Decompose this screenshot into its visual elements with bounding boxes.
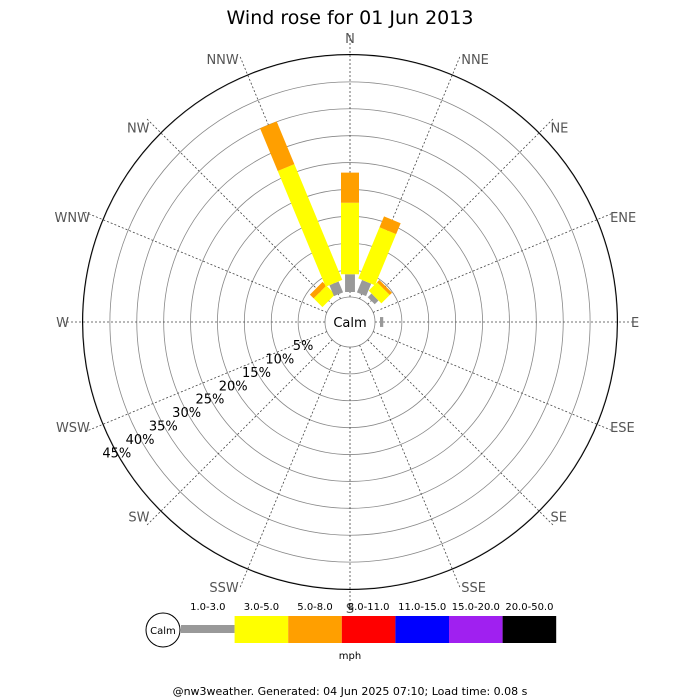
spoke-sse xyxy=(359,344,461,590)
spoke-wsw xyxy=(82,331,328,433)
spoke-ne xyxy=(367,117,555,305)
legend-label-5.0-8.0: 5.0-8.0 xyxy=(297,602,332,613)
grid-ring xyxy=(190,162,510,482)
legend-calm-label: Calm xyxy=(150,626,176,637)
legend-label-11.0-15.0: 11.0-15.0 xyxy=(398,602,446,613)
direction-label-ene: ENE xyxy=(610,211,636,226)
percent-labels: 5%10%15%20%25%30%35%40%45% xyxy=(102,339,313,462)
direction-label-s: S xyxy=(346,602,354,617)
bar-nnw-1.0-3.0 xyxy=(329,281,344,297)
percent-label: 25% xyxy=(195,393,224,408)
spoke-se xyxy=(367,339,555,527)
chart-title: Wind rose for 01 Jun 2013 xyxy=(227,7,474,29)
bar-nne-1.0-3.0 xyxy=(356,279,372,297)
direction-label-e: E xyxy=(631,316,639,331)
direction-label-ese: ESE xyxy=(610,421,635,436)
percent-label: 35% xyxy=(149,420,178,435)
bar-n-3.0-5.0 xyxy=(341,202,359,275)
direction-label-sw: SW xyxy=(128,510,149,525)
legend-swatch-11.0-15.0 xyxy=(395,616,449,643)
direction-label-nnw: NNW xyxy=(206,53,238,68)
direction-label-wsw: WSW xyxy=(56,421,90,436)
direction-label-n: N xyxy=(345,32,355,47)
spoke-wnw xyxy=(82,211,328,313)
legend-units: mph xyxy=(339,651,361,662)
calm-circle xyxy=(326,298,374,346)
spoke-sw xyxy=(145,339,333,527)
direction-spokes xyxy=(61,33,639,611)
bar-n-1.0-3.0 xyxy=(345,274,355,292)
spoke-nw xyxy=(145,117,333,305)
calm-label: Calm xyxy=(333,316,366,331)
direction-label-ne: NE xyxy=(550,122,568,137)
bar-nw-5.0-8.0 xyxy=(309,281,327,299)
legend-label-3.0-5.0: 3.0-5.0 xyxy=(244,602,279,613)
legend-label-20.0-50.0: 20.0-50.0 xyxy=(505,602,553,613)
direction-label-nne: NNE xyxy=(461,53,489,68)
direction-label-w: W xyxy=(56,316,69,331)
percent-label: 40% xyxy=(126,433,155,448)
footer-text: @nw3weather. Generated: 04 Jun 2025 07:1… xyxy=(173,685,528,698)
percent-label: 20% xyxy=(219,379,248,394)
bar-ne-1.0-3.0 xyxy=(367,293,379,305)
speed-legend: Calm mph 1.0-3.0 3.0-5.0 5.0-8.0 8.0-11.0 11… xyxy=(145,602,557,662)
percent-label: 45% xyxy=(102,447,131,462)
percent-label: 10% xyxy=(265,352,294,367)
bar-nnw-5.0-8.0 xyxy=(260,121,295,172)
legend-swatch-8.0-11.0 xyxy=(341,616,396,643)
legend-swatch-15.0-20.0 xyxy=(449,616,503,643)
bar-nne-5.0-8.0 xyxy=(379,216,401,235)
legend-label-1.0-3.0: 1.0-3.0 xyxy=(190,602,225,613)
outer-ring xyxy=(82,54,618,590)
legend-swatch-3.0-5.0 xyxy=(234,616,289,643)
spoke-ene xyxy=(372,211,618,313)
percent-label: 5% xyxy=(293,339,314,354)
direction-labels: N NNE NE ENE E ESE SE SSE S SSW SW WSW W WNW NW NNW xyxy=(54,32,639,617)
direction-label-nw: NW xyxy=(127,122,150,137)
percent-label: 30% xyxy=(172,406,201,421)
direction-label-ssw: SSW xyxy=(209,581,239,596)
bar-nne-3.0-5.0 xyxy=(358,227,397,286)
spoke-ssw xyxy=(239,344,341,590)
direction-label-se: SE xyxy=(550,510,566,525)
bar-nnw-3.0-5.0 xyxy=(277,164,343,287)
legend-calm-circle xyxy=(145,612,181,648)
legend-swatch-5.0-8.0 xyxy=(288,616,342,643)
direction-label-wnw: WNW xyxy=(54,211,90,226)
legend-swatch-20.0-50.0 xyxy=(502,616,557,643)
direction-label-sse: SSE xyxy=(461,581,486,596)
bar-ne-5.0-8.0 xyxy=(377,279,393,295)
bar-ne-3.0-5.0 xyxy=(368,282,390,304)
bar-nw-3.0-5.0 xyxy=(313,285,336,308)
wind-bars xyxy=(260,121,401,327)
legend-swatch-1.0-3.0 xyxy=(181,625,235,633)
spoke-ese xyxy=(372,331,618,433)
percent-label: 15% xyxy=(242,366,271,381)
bar-n-5.0-8.0 xyxy=(341,172,359,203)
legend-label-15.0-20.0: 15.0-20.0 xyxy=(452,602,500,613)
legend-label-8.0-11.0: 8.0-11.0 xyxy=(348,602,390,613)
grid-ring xyxy=(109,81,591,563)
bar-e-1.0-3.0 xyxy=(380,317,384,327)
